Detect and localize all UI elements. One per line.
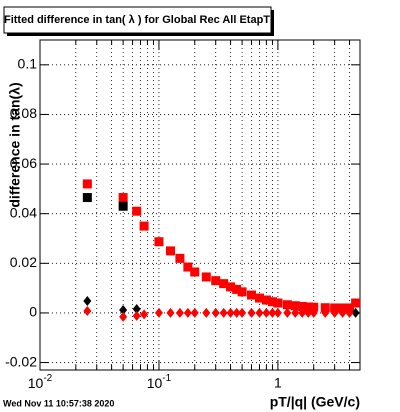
marker-diamond [304,307,313,318]
marker-diamond [211,307,220,318]
marker-diamond [154,307,163,318]
marker-square [154,237,164,247]
marker-square [201,272,211,282]
marker-diamond [132,303,141,314]
marker-square [273,298,283,308]
marker-diamond [247,307,256,318]
marker-diamond [83,296,92,307]
x-tick-label: 1 [274,375,282,391]
marker-diamond [166,307,175,318]
marker-diamond [175,307,184,318]
marker-square [282,300,292,310]
marker-square [118,201,128,211]
x-tick-exponent: -1 [162,373,171,384]
marker-square [82,179,92,189]
marker-diamond [298,307,307,318]
marker-square [190,267,200,277]
marker-diamond [119,311,128,322]
marker-diamond [338,307,347,318]
marker-square [267,297,277,307]
marker-diamond [291,307,300,318]
marker-diamond [321,307,330,318]
y-tick-label: -0.02 [5,353,37,369]
x-tick-exponent: -2 [43,373,52,384]
marker-diamond [273,307,282,318]
marker-diamond [183,307,192,318]
marker-diamond [232,307,241,318]
marker-square [118,193,128,203]
x-tick-label: 10-1 [147,373,172,391]
marker-square [254,293,264,303]
marker-diamond [219,307,228,318]
marker-diamond [140,309,149,320]
marker-square [132,206,142,216]
title-box [3,6,272,34]
marker-square [183,262,193,272]
marker-diamond [345,307,354,318]
marker-square [303,302,313,312]
marker-square [175,253,185,263]
y-tick-label: 0.1 [18,56,38,72]
y-tick-label: 0.06 [10,155,37,171]
marker-diamond [202,307,211,318]
marker-square [165,246,175,256]
marker-square [351,298,361,308]
y-tick-label: 0.04 [10,204,37,220]
marker-diamond [309,307,318,318]
marker-diamond [190,307,199,318]
marker-square [297,301,307,311]
chart-title: Fitted difference in tan( λ ) for Global… [4,14,270,26]
x-axis-label: pT/|q| (GeV/c) [270,394,360,410]
y-axis-label: difference in tan(λ) [7,82,23,207]
marker-diamond [132,310,141,321]
y-tick-label: 0 [29,304,37,320]
marker-diamond [283,307,292,318]
marker-square [82,193,92,203]
x-tick-label: 10-2 [28,373,53,391]
marker-square [290,301,300,311]
marker-diamond [268,307,277,318]
marker-square [219,279,229,289]
marker-diamond [330,307,339,318]
marker-square [139,221,149,231]
marker-diamond [255,307,264,318]
x-tick-base: 10 [147,375,163,391]
marker-square [211,276,221,286]
date-stamp: Wed Nov 11 10:57:38 2020 [3,398,114,408]
plot-frame [39,39,361,371]
marker-square [261,295,271,305]
marker-square [237,287,247,297]
y-tick-label: 0.02 [10,254,37,270]
marker-square [232,284,242,294]
marker-diamond [238,307,247,318]
marker-diamond [351,307,360,318]
marker-square [247,290,257,300]
marker-diamond [119,304,128,315]
y-tick-label: 0.08 [10,105,37,121]
x-tick-base: 10 [28,375,44,391]
marker-diamond [262,307,271,318]
marker-square [226,282,236,292]
marker-square [309,302,319,312]
marker-square [320,303,330,313]
marker-diamond [83,305,92,316]
marker-diamond [226,307,235,318]
